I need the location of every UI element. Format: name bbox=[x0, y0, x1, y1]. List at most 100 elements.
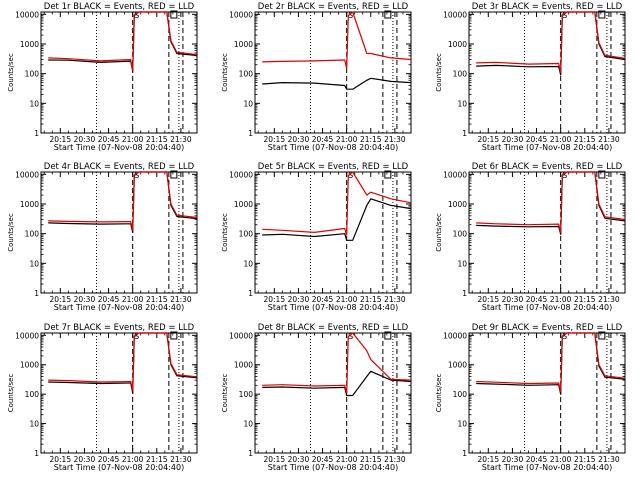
marker-s: S bbox=[348, 171, 353, 180]
y-tick-label: 10000 bbox=[15, 10, 39, 19]
x-tick-label: 20:45 bbox=[312, 295, 334, 304]
x-tick-label: 20:30 bbox=[288, 135, 310, 144]
x-tick-label: 20:30 bbox=[502, 135, 524, 144]
x-tick-label: 21:00 bbox=[550, 455, 572, 464]
y-axis-label: Counts/sec bbox=[221, 53, 229, 92]
plot-frame bbox=[254, 171, 412, 294]
panel-title: Det 8r BLACK = Events, RED = LLD bbox=[258, 323, 409, 333]
panel-title: Det 5r BLACK = Events, RED = LLD bbox=[258, 162, 409, 172]
panel-det-8r: Det 8r BLACK = Events, RED = LLD 1 10 100 10… bbox=[221, 323, 412, 472]
x-tick-label: 21:00 bbox=[122, 135, 144, 144]
x-tick-label: 20:45 bbox=[98, 295, 120, 304]
marker-s: S bbox=[562, 332, 567, 341]
plot-frame bbox=[40, 171, 198, 294]
series-events-line bbox=[476, 171, 626, 235]
panel-det-4r: Det 4r BLACK = Events, RED = LLD 1 10 100 10… bbox=[7, 162, 198, 312]
x-tick-label: 20:15 bbox=[263, 295, 285, 304]
y-tick-label: 100 bbox=[453, 390, 468, 399]
x-tick-label: 20:45 bbox=[98, 455, 120, 464]
series-lld-line bbox=[476, 11, 626, 73]
plot-frame bbox=[40, 11, 198, 134]
x-tick-label: 21:15 bbox=[574, 455, 596, 464]
marker-s: S bbox=[348, 11, 353, 20]
x-tick-label: 20:45 bbox=[526, 295, 548, 304]
y-tick-label: 10 bbox=[457, 420, 467, 429]
y-tick-label: 1 bbox=[34, 289, 39, 298]
series-events-line bbox=[262, 370, 412, 397]
series-events-line bbox=[48, 11, 198, 72]
x-tick-label: 21:15 bbox=[146, 135, 168, 144]
panel-det-7r: Det 7r BLACK = Events, RED = LLD 1 10 100 10… bbox=[7, 323, 198, 472]
panel-title: Det 7r BLACK = Events, RED = LLD bbox=[44, 323, 195, 333]
y-tick-label: 1 bbox=[462, 129, 467, 138]
y-axis-label: Counts/sec bbox=[7, 213, 15, 252]
x-axis-label: Start Time (07-Nov-08 20:04:40) bbox=[54, 303, 184, 312]
y-tick-label: 10 bbox=[29, 259, 39, 268]
x-axis-label: Start Time (07-Nov-08 20:04:40) bbox=[482, 303, 612, 312]
y-tick-label: 1000 bbox=[234, 40, 253, 49]
x-tick-label: 20:45 bbox=[312, 135, 334, 144]
y-tick-label: 1 bbox=[248, 129, 253, 138]
x-tick-label: 21:15 bbox=[360, 135, 382, 144]
x-tick-label: 21:00 bbox=[336, 135, 358, 144]
panel-title: Det 9r BLACK = Events, RED = LLD bbox=[472, 323, 623, 333]
y-tick-label: 100 bbox=[453, 70, 468, 79]
x-tick-label: 20:30 bbox=[288, 295, 310, 304]
y-tick-label: 10000 bbox=[229, 10, 253, 19]
x-tick-label: 20:15 bbox=[263, 135, 285, 144]
y-tick-label: 1000 bbox=[20, 200, 39, 209]
y-tick-label: 1 bbox=[34, 449, 39, 458]
plot-frame bbox=[468, 171, 626, 294]
y-axis-label: Counts/sec bbox=[435, 53, 443, 92]
y-tick-label: 1 bbox=[248, 449, 253, 458]
series-lld-line bbox=[262, 332, 412, 394]
y-tick-label: 10 bbox=[243, 99, 253, 108]
marker-s: S bbox=[134, 11, 139, 20]
marker-s: S bbox=[134, 171, 139, 180]
y-tick-label: 10 bbox=[457, 259, 467, 268]
x-tick-label: 20:15 bbox=[49, 455, 71, 464]
x-tick-label: 20:15 bbox=[477, 455, 499, 464]
series-lld-line bbox=[476, 171, 626, 233]
y-tick-label: 1000 bbox=[234, 361, 253, 370]
x-tick-label: 21:30 bbox=[598, 455, 620, 464]
y-tick-label: 10000 bbox=[443, 10, 467, 19]
y-tick-label: 1000 bbox=[20, 361, 39, 370]
y-tick-label: 10 bbox=[29, 420, 39, 429]
marker-d bbox=[384, 170, 392, 179]
panel-det-5r: Det 5r BLACK = Events, RED = LLD 1 10 100 10… bbox=[221, 162, 412, 312]
y-tick-label: 1 bbox=[462, 289, 467, 298]
y-tick-label: 10 bbox=[29, 99, 39, 108]
x-axis-label: Start Time (07-Nov-08 20:04:40) bbox=[268, 143, 398, 152]
plot-frame bbox=[40, 332, 198, 454]
x-tick-label: 20:15 bbox=[477, 135, 499, 144]
y-tick-label: 1 bbox=[248, 289, 253, 298]
y-tick-label: 10000 bbox=[15, 331, 39, 340]
y-tick-label: 1000 bbox=[20, 40, 39, 49]
x-tick-label: 21:30 bbox=[170, 455, 192, 464]
y-tick-label: 10000 bbox=[229, 331, 253, 340]
x-tick-label: 21:15 bbox=[574, 295, 596, 304]
panel-title: Det 3r BLACK = Events, RED = LLD bbox=[472, 2, 623, 12]
x-tick-label: 20:45 bbox=[312, 455, 334, 464]
panel-title: Det 2r BLACK = Events, RED = LLD bbox=[258, 2, 409, 12]
panel-title: Det 6r BLACK = Events, RED = LLD bbox=[472, 162, 623, 172]
x-axis-label: Start Time (07-Nov-08 20:04:40) bbox=[268, 463, 398, 472]
x-tick-label: 20:45 bbox=[526, 135, 548, 144]
y-axis-label: Counts/sec bbox=[7, 53, 15, 92]
x-tick-label: 20:15 bbox=[263, 455, 285, 464]
x-tick-label: 21:30 bbox=[384, 135, 406, 144]
x-tick-label: 20:30 bbox=[502, 295, 524, 304]
y-tick-label: 10000 bbox=[443, 170, 467, 179]
series-lld-line bbox=[48, 11, 198, 71]
marker-s: S bbox=[134, 332, 139, 341]
x-tick-label: 21:00 bbox=[122, 295, 144, 304]
x-tick-label: 21:30 bbox=[384, 455, 406, 464]
y-axis-label: Counts/sec bbox=[435, 213, 443, 252]
y-axis-label: Counts/sec bbox=[435, 374, 443, 413]
marker-s: S bbox=[562, 11, 567, 20]
x-tick-label: 21:30 bbox=[170, 135, 192, 144]
y-tick-label: 10 bbox=[243, 420, 253, 429]
x-tick-label: 21:30 bbox=[170, 295, 192, 304]
x-axis-label: Start Time (07-Nov-08 20:04:40) bbox=[268, 303, 398, 312]
